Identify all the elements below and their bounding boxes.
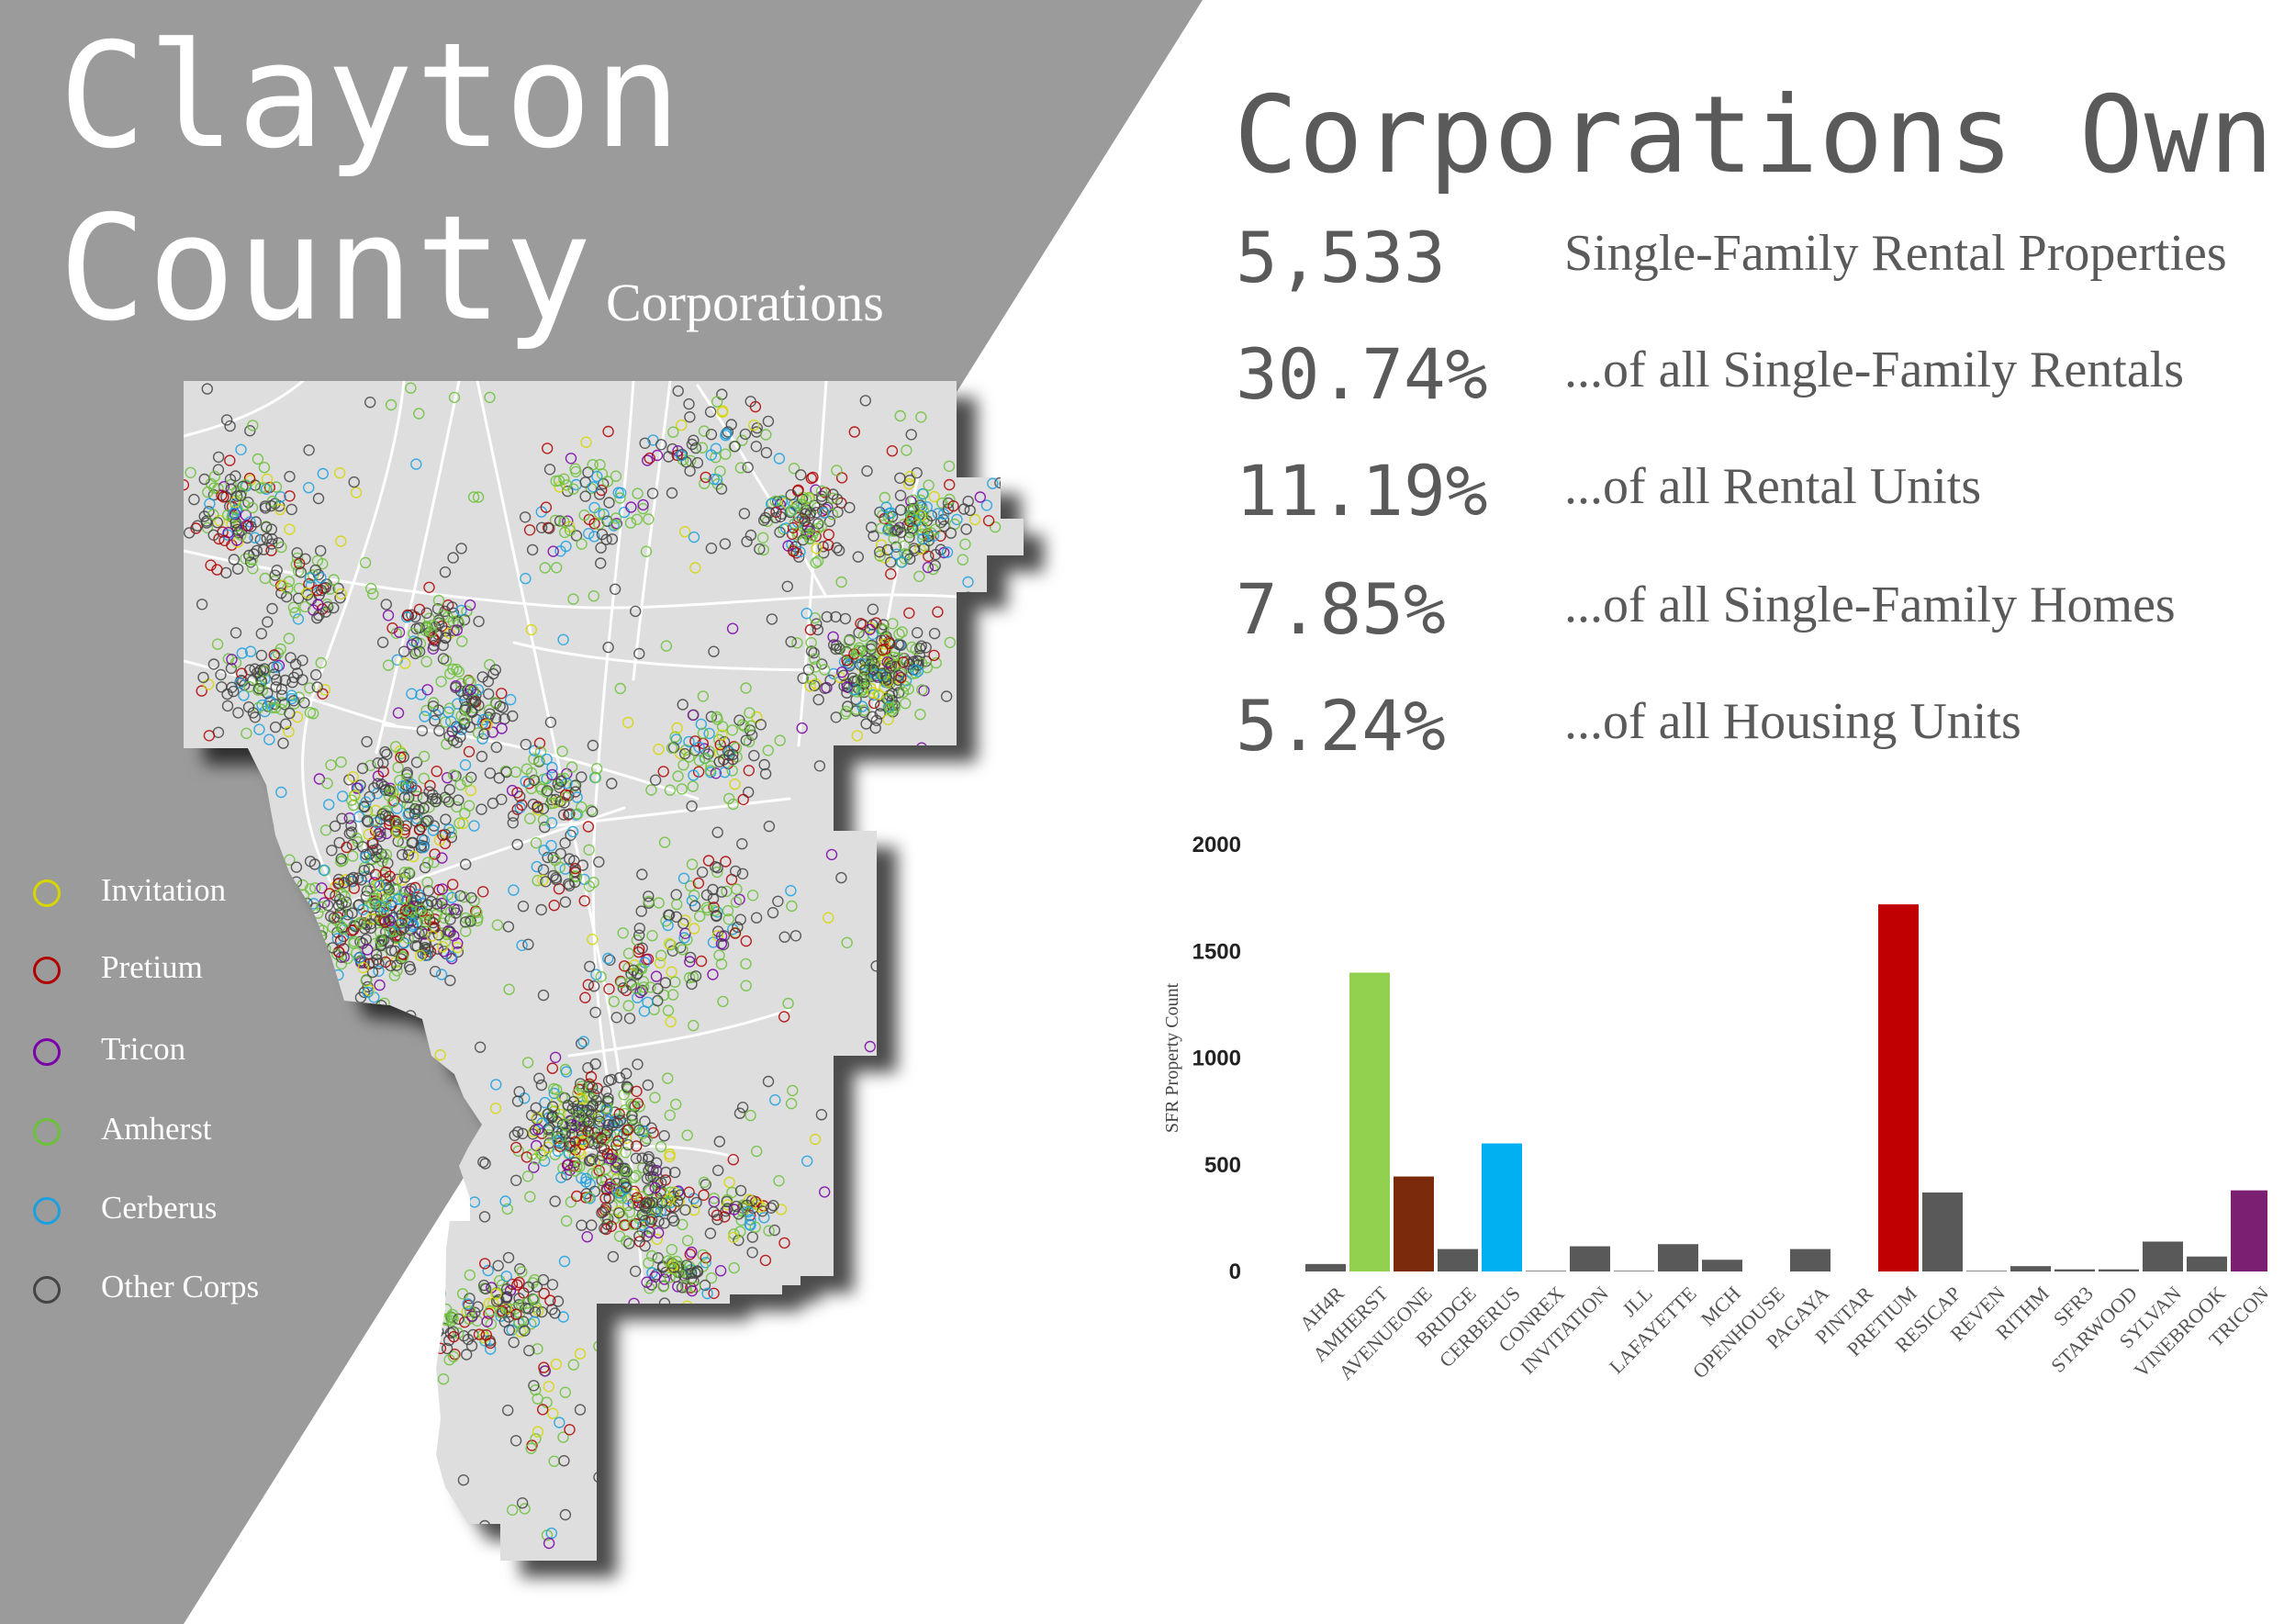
- legend-label: Amherst: [101, 1111, 212, 1147]
- legend-ring-icon: [33, 1118, 61, 1146]
- legend-label: Tricon: [101, 1031, 186, 1067]
- stat-description: ...of all Rental Units: [1564, 458, 1982, 515]
- bar-pretium: [1878, 904, 1919, 1271]
- legend-ring-icon: [33, 957, 61, 984]
- bar-amherst: [1349, 972, 1390, 1271]
- stat-row-rental-units: 11.19% ...of all Rental Units: [1236, 450, 2264, 532]
- bar-resicap: [1922, 1192, 1963, 1271]
- legend-item-tricon: Tricon: [33, 1031, 364, 1086]
- stat-row-housing-units: 5.24% ...of all Housing Units: [1236, 685, 2264, 767]
- legend-label: Other Corps: [101, 1269, 260, 1305]
- legend-ring-icon: [33, 1276, 61, 1304]
- bar-invitation: [1570, 1246, 1610, 1271]
- legend-item-pretium: Pretium: [33, 949, 364, 1004]
- legend-label: Pretium: [101, 949, 203, 985]
- legend-ring-icon: [33, 1038, 61, 1066]
- y-tick-label: 1500: [1192, 939, 1241, 964]
- legend-ring-icon: [33, 879, 61, 907]
- y-axis-label: SFR Property Count: [1162, 982, 1182, 1133]
- legend-label: Invitation: [101, 872, 227, 908]
- stat-value: 5.24%: [1236, 685, 1446, 767]
- stat-description: ...of all Single-Family Rentals: [1564, 342, 2185, 398]
- bar-tricon: [2231, 1190, 2267, 1271]
- stat-description: Single-Family Rental Properties: [1564, 225, 2227, 282]
- title-clayton: Clayton: [59, 12, 683, 181]
- bar-rithm: [2010, 1266, 2051, 1271]
- bar-bridge: [1438, 1249, 1478, 1271]
- bar-sfr3: [2054, 1269, 2095, 1271]
- legend-item-invitation: Invitation: [33, 872, 364, 927]
- bar-ah4r: [1305, 1263, 1346, 1271]
- stat-row-sfr-properties: 5,533 Single-Family Rental Properties: [1236, 217, 2264, 299]
- y-tick-label: 500: [1204, 1153, 1241, 1178]
- stat-value: 7.85%: [1236, 568, 1446, 650]
- stat-description: ...of all Housing Units: [1564, 693, 2021, 750]
- bar-lafayette: [1658, 1244, 1698, 1271]
- stat-value: 30.74%: [1236, 333, 1488, 415]
- stat-value: 11.19%: [1236, 450, 1488, 532]
- bar-cerberus: [1482, 1143, 1522, 1271]
- bar-mch: [1702, 1260, 1742, 1271]
- title-subtitle: Corporations: [606, 273, 884, 332]
- legend-item-amherst: Amherst: [33, 1111, 364, 1166]
- stat-row-sf-homes: 7.85% ...of all Single-Family Homes: [1236, 568, 2264, 651]
- stat-value: 5,533: [1236, 217, 1446, 298]
- legend-ring-icon: [33, 1197, 61, 1225]
- title-county: County: [59, 185, 594, 353]
- stats-heading: Corporations Own:: [1234, 73, 2295, 197]
- legend-item-cerberus: Cerberus: [33, 1190, 364, 1245]
- y-tick-label: 1000: [1192, 1047, 1241, 1071]
- bar-pagaya: [1790, 1249, 1830, 1271]
- stat-description: ...of all Single-Family Homes: [1564, 577, 2176, 633]
- legend-item-other-corps: Other Corps: [33, 1269, 364, 1324]
- property-dots: [184, 382, 1018, 1561]
- bar-starwood: [2099, 1269, 2139, 1271]
- stat-row-sfr-rentals: 30.74% ...of all Single-Family Rentals: [1236, 333, 2264, 416]
- y-tick-label: 0: [1229, 1260, 1241, 1284]
- bar-avenueone: [1394, 1176, 1434, 1271]
- y-tick-label: 2000: [1192, 833, 1241, 857]
- bar-sylvan: [2143, 1241, 2183, 1271]
- bar-vinebrook: [2187, 1256, 2227, 1271]
- legend-label: Cerberus: [101, 1190, 218, 1226]
